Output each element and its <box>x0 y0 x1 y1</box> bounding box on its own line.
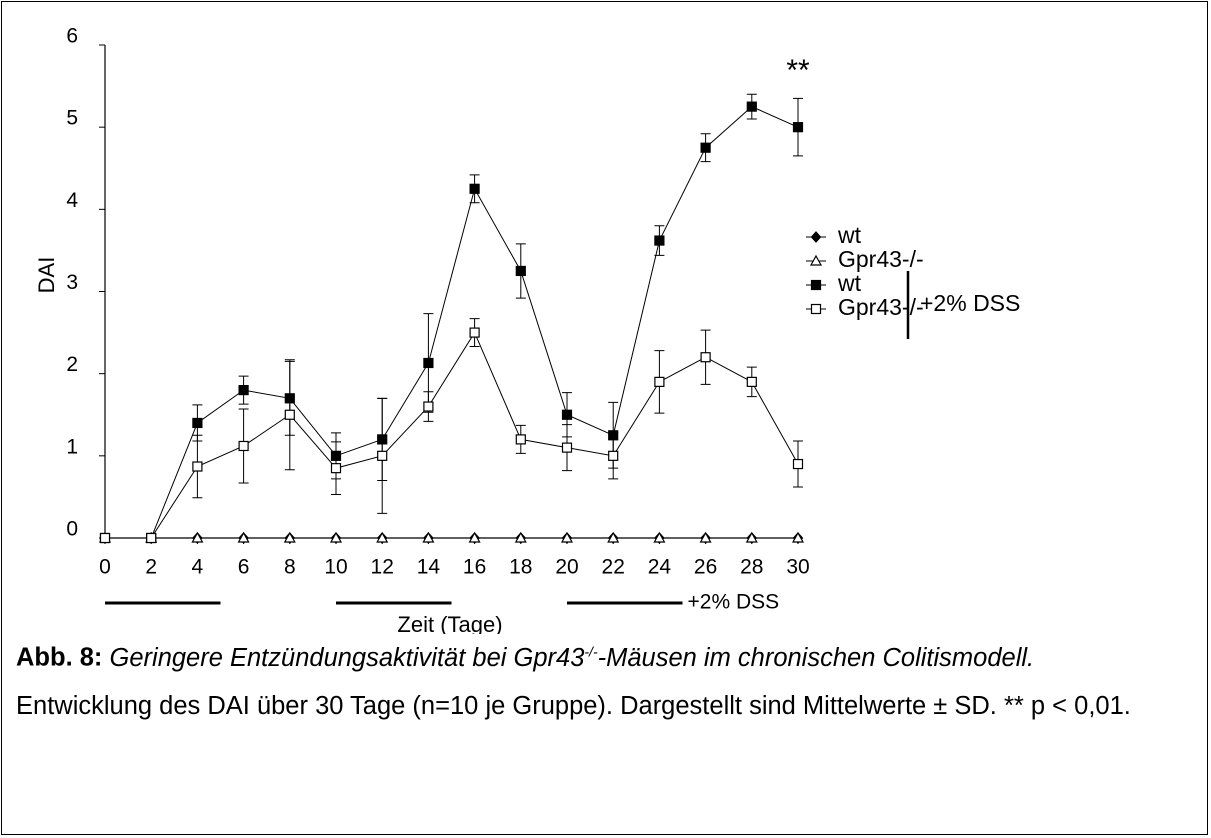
marker <box>377 434 388 445</box>
marker <box>608 430 619 441</box>
caption-label: Abb. 8: <box>16 643 103 672</box>
marker <box>561 442 573 453</box>
x-tick-label: 0 <box>99 556 111 579</box>
y-axis-label: DAI <box>34 257 59 294</box>
legend-label: Gpr43-/- <box>838 294 924 320</box>
marker <box>792 458 804 470</box>
marker <box>191 531 204 543</box>
marker <box>469 327 480 338</box>
marker <box>238 385 249 396</box>
y-tick-label: 5 <box>66 107 78 130</box>
marker <box>746 376 757 387</box>
caption-title-text: Geringere Entzündungsaktivität bei Gpr43 <box>109 643 585 672</box>
marker <box>376 531 389 543</box>
marker <box>700 352 711 363</box>
marker <box>192 417 203 429</box>
legend-label: Gpr43-/- <box>838 246 924 272</box>
x-tick-label: 6 <box>238 556 250 579</box>
marker <box>329 531 343 543</box>
caption-title: Abb. 8: Geringere Entzündungsaktivität b… <box>16 634 1196 675</box>
treatment-label: +2% DSS <box>688 591 780 614</box>
series-line <box>105 331 799 539</box>
marker <box>515 265 526 277</box>
x-tick-label: 10 <box>324 556 347 579</box>
x-tick-label: 26 <box>694 556 717 579</box>
x-tick-label: 2 <box>145 556 157 579</box>
y-tick-label: 4 <box>66 189 78 212</box>
x-tick-label: 28 <box>740 556 763 579</box>
marker <box>330 450 342 461</box>
marker <box>284 409 295 420</box>
marker <box>192 461 203 472</box>
x-tick-label: 22 <box>602 556 625 579</box>
marker <box>561 409 573 420</box>
marker <box>810 231 822 243</box>
y-tick-label: 6 <box>66 25 78 48</box>
series-line <box>105 106 799 539</box>
x-tick-label: 30 <box>786 556 809 579</box>
y-tick-label: 1 <box>66 435 78 458</box>
marker <box>237 531 250 543</box>
caption-superscript: -/- <box>584 643 598 659</box>
x-tick-label: 16 <box>463 556 486 579</box>
y-tick-label: 0 <box>66 518 78 541</box>
marker <box>810 279 822 291</box>
marker <box>654 376 665 387</box>
marker <box>810 303 822 315</box>
marker <box>699 531 712 543</box>
marker <box>238 440 249 452</box>
annotation: ** <box>786 54 810 87</box>
marker <box>514 531 527 543</box>
marker <box>422 531 435 543</box>
marker <box>809 254 823 266</box>
marker <box>146 532 157 544</box>
marker <box>746 101 757 112</box>
marker <box>654 235 665 246</box>
marker <box>330 463 342 474</box>
marker <box>468 531 481 543</box>
legend-label: wt <box>837 270 862 296</box>
x-tick-label: 24 <box>648 556 672 579</box>
marker <box>653 531 666 543</box>
x-tick-label: 20 <box>555 556 578 579</box>
x-tick-label: 12 <box>371 556 394 579</box>
marker <box>283 531 296 543</box>
legend-label: wt <box>837 222 862 248</box>
marker <box>792 122 804 133</box>
x-tick-label: 4 <box>192 556 204 579</box>
marker <box>607 531 620 543</box>
x-tick-label: 18 <box>509 556 532 579</box>
marker <box>560 531 574 543</box>
marker <box>791 531 805 543</box>
marker <box>608 450 619 461</box>
legend-group-label: +2% DSS <box>920 290 1020 316</box>
marker <box>515 434 526 445</box>
x-tick-label: 8 <box>284 556 296 579</box>
caption-text: Entwicklung des DAI über 30 Tage (n=10 j… <box>16 691 1131 720</box>
x-axis-label: Zeit (Tage) <box>397 612 502 634</box>
caption-title-end: -Mäusen im chronischen Colitismodell. <box>597 643 1035 672</box>
marker <box>745 531 758 543</box>
marker <box>284 393 295 404</box>
marker <box>99 532 111 544</box>
caption: Abb. 8: Geringere Entzündungsaktivität b… <box>16 634 1196 723</box>
marker <box>423 357 434 369</box>
y-tick-label: 2 <box>66 353 78 376</box>
marker <box>423 401 434 412</box>
marker <box>700 142 711 153</box>
y-tick-label: 3 <box>66 271 78 294</box>
marker <box>469 183 480 194</box>
x-tick-label: 14 <box>417 556 441 579</box>
marker <box>377 450 388 461</box>
